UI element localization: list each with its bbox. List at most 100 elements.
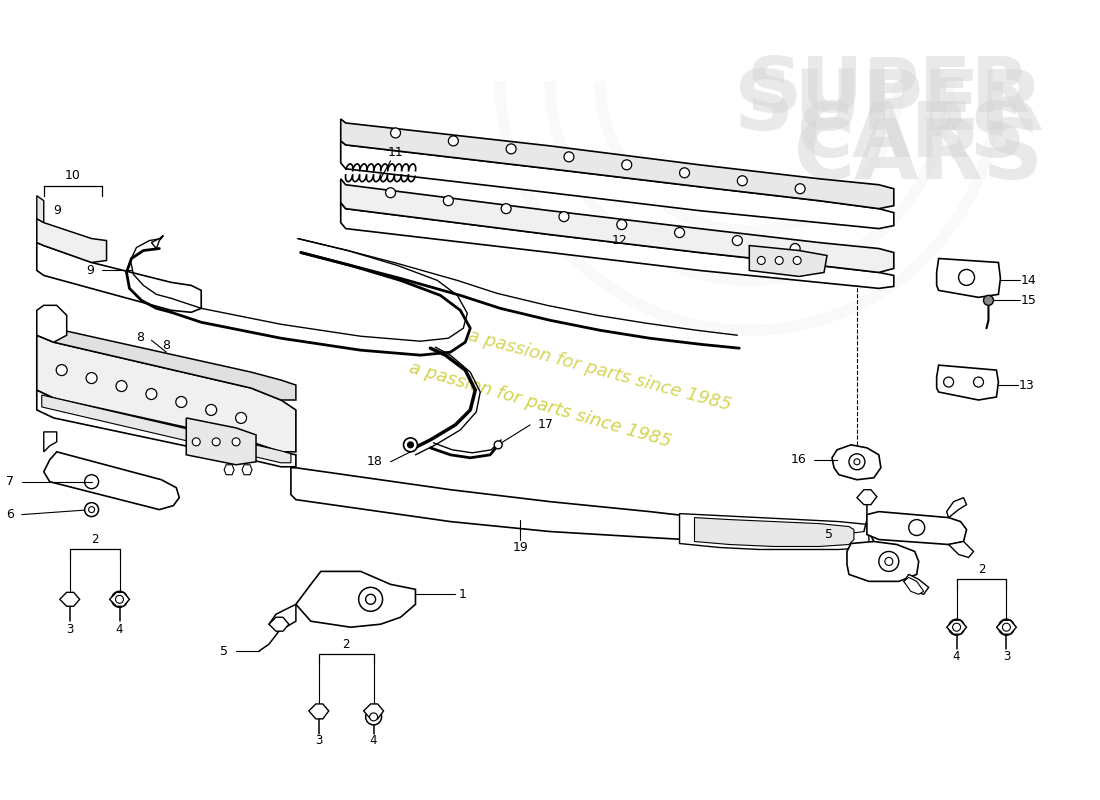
Circle shape (111, 591, 128, 607)
Circle shape (146, 389, 157, 399)
Circle shape (386, 188, 396, 198)
Polygon shape (847, 542, 918, 582)
Circle shape (757, 257, 766, 265)
Polygon shape (341, 178, 894, 273)
Text: 4: 4 (116, 622, 123, 636)
Circle shape (192, 438, 200, 446)
Polygon shape (186, 418, 256, 465)
Polygon shape (36, 390, 296, 466)
Text: 4: 4 (370, 734, 377, 747)
Polygon shape (947, 498, 967, 518)
Polygon shape (296, 571, 416, 627)
Text: 1: 1 (459, 588, 466, 601)
Circle shape (86, 373, 97, 383)
Text: 5: 5 (220, 645, 228, 658)
Polygon shape (36, 242, 201, 312)
Text: 6: 6 (6, 508, 14, 521)
Text: 15: 15 (1021, 294, 1036, 307)
Polygon shape (270, 604, 296, 631)
Polygon shape (224, 465, 234, 474)
Circle shape (116, 595, 123, 603)
Circle shape (407, 442, 414, 448)
Polygon shape (42, 395, 290, 462)
Polygon shape (36, 306, 67, 342)
Circle shape (793, 257, 801, 265)
Circle shape (621, 160, 631, 170)
Circle shape (449, 136, 459, 146)
Circle shape (983, 295, 993, 306)
Text: 9: 9 (53, 204, 60, 217)
Circle shape (944, 377, 954, 387)
Circle shape (974, 377, 983, 387)
Circle shape (494, 441, 503, 449)
Circle shape (854, 458, 860, 465)
Polygon shape (947, 620, 967, 634)
Text: 12: 12 (612, 234, 628, 247)
Text: CARS: CARS (796, 99, 1025, 173)
Polygon shape (749, 246, 827, 277)
Circle shape (999, 619, 1014, 635)
Polygon shape (341, 202, 894, 288)
Polygon shape (36, 335, 296, 452)
Circle shape (85, 474, 99, 489)
Text: 18: 18 (366, 455, 383, 468)
Circle shape (737, 176, 747, 186)
Circle shape (443, 196, 453, 206)
Text: 11: 11 (387, 146, 404, 159)
Polygon shape (937, 365, 999, 400)
Polygon shape (857, 490, 877, 505)
Text: 16: 16 (791, 454, 806, 466)
Text: 2: 2 (342, 638, 350, 650)
Circle shape (365, 709, 382, 725)
Text: 17: 17 (538, 418, 554, 431)
Text: 8: 8 (136, 330, 144, 344)
Circle shape (404, 438, 418, 452)
Text: SUPER: SUPER (734, 66, 1044, 146)
Circle shape (674, 228, 684, 238)
Text: 13: 13 (1019, 378, 1034, 391)
Circle shape (365, 594, 375, 604)
Polygon shape (309, 704, 329, 719)
Polygon shape (270, 618, 289, 631)
Circle shape (617, 220, 627, 230)
Circle shape (502, 204, 512, 214)
Circle shape (370, 713, 377, 721)
Circle shape (1002, 623, 1011, 631)
Polygon shape (832, 445, 881, 480)
Polygon shape (59, 592, 79, 606)
Circle shape (359, 587, 383, 611)
Circle shape (948, 619, 965, 635)
Text: 14: 14 (1021, 274, 1036, 287)
Circle shape (909, 519, 925, 535)
Polygon shape (44, 452, 179, 510)
Polygon shape (694, 518, 854, 546)
Circle shape (733, 235, 742, 246)
Polygon shape (341, 141, 894, 229)
Text: 9: 9 (87, 264, 95, 277)
Polygon shape (341, 119, 894, 209)
Circle shape (232, 438, 240, 446)
Text: 3: 3 (66, 622, 74, 636)
Circle shape (116, 381, 127, 391)
Circle shape (390, 128, 400, 138)
Circle shape (89, 506, 95, 513)
Polygon shape (290, 468, 873, 547)
Polygon shape (948, 542, 974, 558)
Text: a passion for parts since 1985: a passion for parts since 1985 (466, 326, 734, 414)
Circle shape (776, 257, 783, 265)
Polygon shape (152, 235, 163, 249)
Polygon shape (364, 704, 384, 719)
Circle shape (884, 558, 893, 566)
Circle shape (564, 152, 574, 162)
Circle shape (958, 270, 975, 286)
Text: 4: 4 (953, 650, 960, 662)
Text: 3: 3 (1003, 650, 1010, 662)
Text: 5: 5 (825, 528, 833, 541)
Text: SUPER: SUPER (747, 54, 1031, 128)
Circle shape (85, 502, 99, 517)
Polygon shape (867, 512, 967, 545)
Circle shape (680, 168, 690, 178)
Circle shape (56, 365, 67, 375)
Circle shape (206, 405, 217, 415)
Text: 2: 2 (91, 533, 98, 546)
